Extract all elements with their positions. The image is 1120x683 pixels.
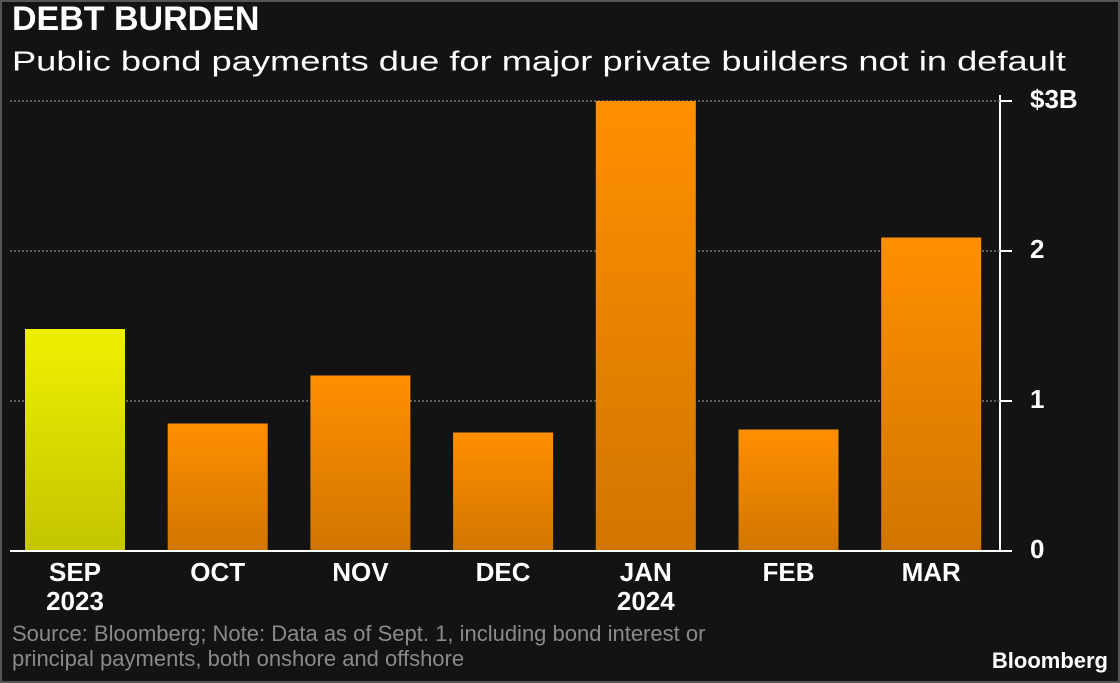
chart-subtitle: Public bond payments due for major priva… <box>12 45 1066 76</box>
y-tick-label: $3B <box>1030 84 1078 114</box>
bar-shade <box>453 432 554 551</box>
bar-shade <box>25 329 125 551</box>
brand: Bloomberg <box>992 648 1108 673</box>
bar-shade <box>881 237 982 551</box>
note-line: Source: Bloomberg; Note: Data as of Sept… <box>12 621 705 646</box>
x-tick-label: SEP 2023 <box>46 557 104 616</box>
x-tick-label: DEC <box>476 557 531 587</box>
x-tick-label: OCT <box>190 557 245 587</box>
x-tick-label: NOV <box>332 557 389 587</box>
x-tick-label: JAN 2024 <box>617 557 675 616</box>
y-tick-label: 0 <box>1030 534 1044 564</box>
bar-shade <box>595 101 696 551</box>
chart-title: DEBT BURDEN <box>12 0 259 38</box>
y-tick-label: 2 <box>1030 234 1044 264</box>
bar-shade <box>167 423 268 551</box>
x-tick-label: FEB <box>763 557 815 587</box>
bar-shade <box>738 429 839 551</box>
bar-shade <box>310 375 411 551</box>
x-tick-label: MAR <box>902 557 961 587</box>
note-line: principal payments, both onshore and off… <box>12 646 464 671</box>
y-tick-label: 1 <box>1030 384 1044 414</box>
